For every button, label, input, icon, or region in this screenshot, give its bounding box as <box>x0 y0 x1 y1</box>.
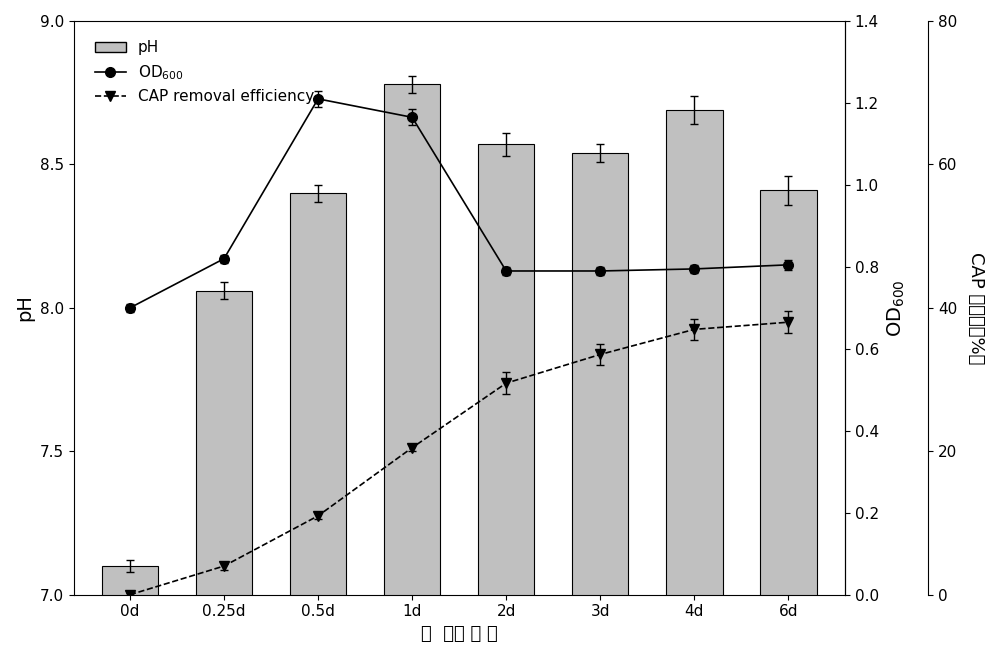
Bar <box>572 153 628 658</box>
Y-axis label: pH: pH <box>15 294 34 321</box>
Legend: pH, OD$_{600}$, CAP removal efficiency: pH, OD$_{600}$, CAP removal efficiency <box>89 34 320 111</box>
Y-axis label: OD$_{600}$: OD$_{600}$ <box>886 279 907 337</box>
Y-axis label: CAP 去除率（%）: CAP 去除率（%） <box>967 251 985 364</box>
X-axis label: 时  间（ 天 ）: 时 间（ 天 ） <box>421 625 498 643</box>
Bar <box>102 566 158 658</box>
Bar <box>666 110 723 658</box>
Bar <box>196 291 252 658</box>
Bar <box>290 193 346 658</box>
Bar <box>760 190 817 658</box>
Bar <box>478 144 534 658</box>
Bar <box>384 84 440 658</box>
